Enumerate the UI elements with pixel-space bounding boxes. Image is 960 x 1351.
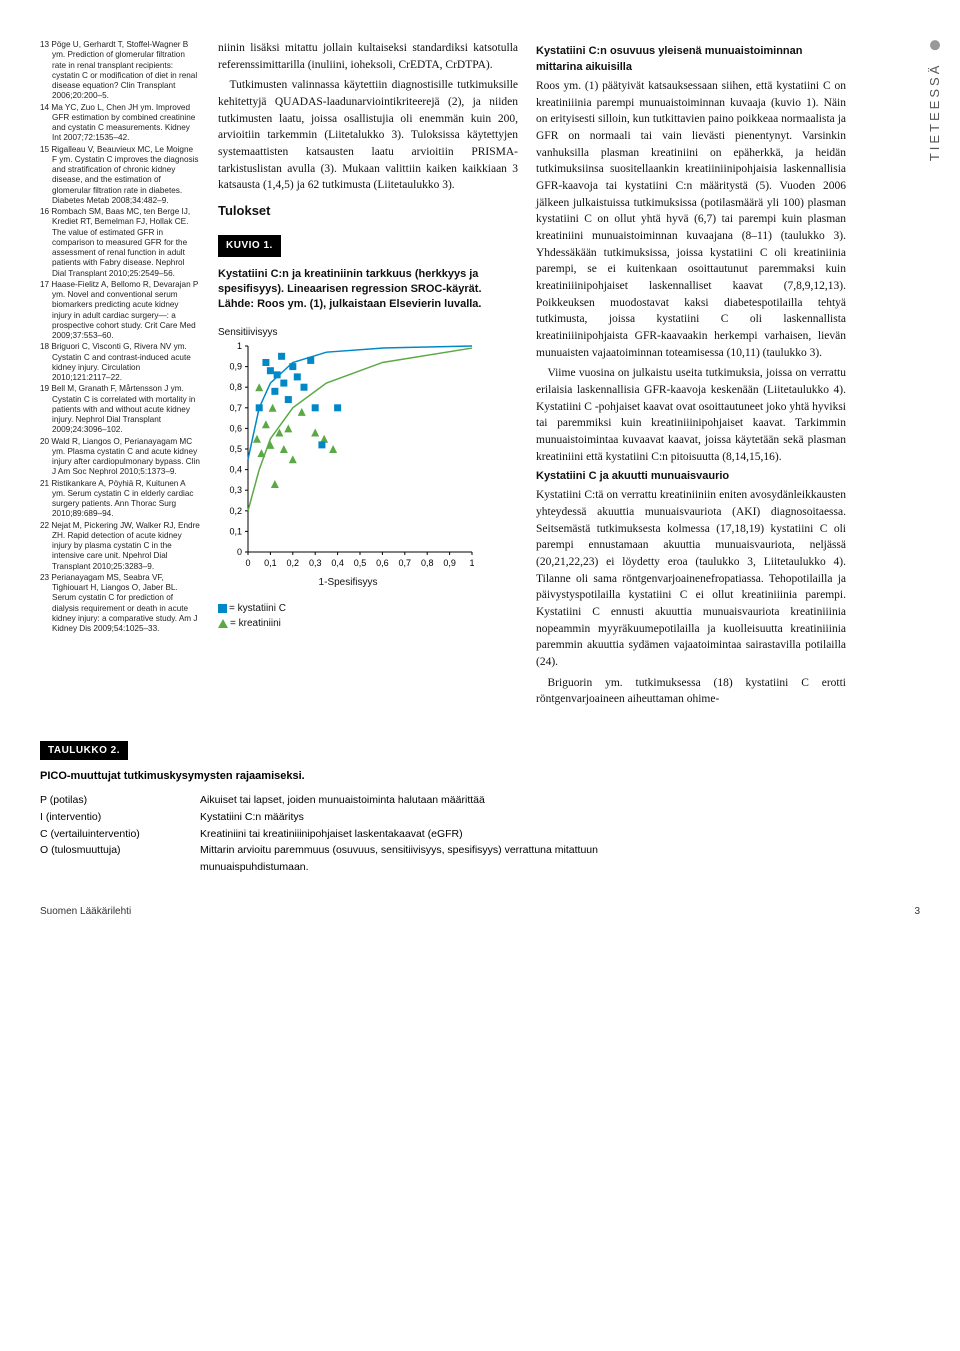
reference-item: 22 Nejat M, Pickering JW, Walker RJ, End… <box>40 521 200 572</box>
svg-text:0,6: 0,6 <box>376 558 389 568</box>
table-2: TAULUKKO 2. PICO-muuttujat tutkimuskysym… <box>40 740 690 876</box>
table-key: C (vertailuinterventio) <box>40 826 200 843</box>
para-intro: niinin lisäksi mitattu jollain kultaisek… <box>218 40 518 73</box>
svg-text:0,3: 0,3 <box>309 558 322 568</box>
table-caption: PICO-muuttujat tutkimuskysymysten rajaam… <box>40 770 690 782</box>
reference-item: 16 Rombach SM, Baas MC, ten Berge IJ, Kr… <box>40 207 200 279</box>
svg-text:0,7: 0,7 <box>229 403 242 413</box>
svg-text:1: 1 <box>469 558 474 568</box>
right-p3: Kystatiini C:tä on verrattu kreatiniinii… <box>536 487 846 670</box>
table-row: I (interventio)Kystatiini C:n määritys <box>40 809 690 826</box>
reference-item: 19 Bell M, Granath F, Mårtensson J ym. C… <box>40 384 200 435</box>
chart-plot-area: 00 0,1 0,1 0,2 0,2 0,3 0,3 0,4 0,4 0,5 0,5 0,6 0,6 0,… <box>218 342 478 572</box>
svg-text:1: 1 <box>237 342 242 351</box>
table-key: O (tulosmuuttuja) <box>40 842 200 876</box>
svg-text:0: 0 <box>245 558 250 568</box>
page-number: 3 <box>914 906 920 917</box>
chart-xlabel: 1-Spesifisyys <box>218 576 478 591</box>
svg-text:0,2: 0,2 <box>229 506 242 516</box>
svg-text:0,3: 0,3 <box>229 486 242 496</box>
svg-text:0,8: 0,8 <box>229 383 242 393</box>
svg-text:0,1: 0,1 <box>229 527 242 537</box>
results-heading: Tulokset <box>218 202 518 221</box>
reference-item: 13 Pöge U, Gerhardt T, Stoffel-Wagner B … <box>40 40 200 102</box>
svg-text:0,4: 0,4 <box>331 558 344 568</box>
right-column: Kystatiini C:n osuvuus yleisenä munuaist… <box>536 40 846 712</box>
figure-label: KUVIO 1. <box>218 235 281 258</box>
reference-item: 17 Haase-Fielitz A, Bellomo R, Devarajan… <box>40 280 200 342</box>
table-label: TAULUKKO 2. <box>40 741 128 760</box>
svg-text:0,6: 0,6 <box>229 424 242 434</box>
table-value: Kystatiini C:n määritys <box>200 809 690 826</box>
table-key: P (potilas) <box>40 792 200 809</box>
legend-cystatin: = kystatiini C <box>229 603 286 614</box>
reference-item: 15 Rigalleau V, Beauvieux MC, Le Moigne … <box>40 145 200 207</box>
figure-caption: Kystatiini C:n ja kreatiniinin tarkkuus … <box>218 267 518 312</box>
para-methods: Tutkimusten valinnassa käytettiin diagno… <box>218 77 518 194</box>
square-icon <box>218 604 227 613</box>
right-p1: Roos ym. (1) päätyivät katsauksessaan si… <box>536 78 846 361</box>
triangle-icon <box>218 619 228 628</box>
table-value: Kreatiniini tai kreatiniiinipohjaiset la… <box>200 826 690 843</box>
legend-creatinine: = kreatiniini <box>230 618 281 629</box>
chart-ylabel: Sensitiivisyys <box>218 326 518 341</box>
table-key: I (interventio) <box>40 809 200 826</box>
sroc-chart: Sensitiivisyys 00 0,1 0,1 0,2 0,2 0,3 0,3 0,4 0,… <box>218 326 518 631</box>
svg-text:0,7: 0,7 <box>399 558 412 568</box>
reference-item: 23 Perianayagam MS, Seabra VF, Tighiouar… <box>40 573 200 635</box>
svg-text:0,5: 0,5 <box>229 444 242 454</box>
reference-item: 18 Briguori C, Visconti G, Rivera NV ym.… <box>40 342 200 383</box>
svg-text:0,4: 0,4 <box>229 465 242 475</box>
center-column: niinin lisäksi mitattu jollain kultaisek… <box>218 40 518 712</box>
svg-text:0,9: 0,9 <box>229 362 242 372</box>
svg-text:0,5: 0,5 <box>354 558 367 568</box>
table-value: Mittarin arvioitu paremmuus (osuvuus, se… <box>200 842 690 876</box>
svg-text:0,8: 0,8 <box>421 558 434 568</box>
reference-item: 21 Ristikankare A, Pöyhiä R, Kuitunen A … <box>40 479 200 520</box>
table-row: O (tulosmuuttuja)Mittarin arvioitu parem… <box>40 842 690 876</box>
section-dot <box>930 40 940 50</box>
section-label: TIETEESSÄ <box>927 40 942 161</box>
svg-text:0,2: 0,2 <box>287 558 300 568</box>
subsection-heading-1: Kystatiini C:n osuvuus yleisenä munuaist… <box>536 44 846 76</box>
references-column: 13 Pöge U, Gerhardt T, Stoffel-Wagner B … <box>40 40 200 712</box>
svg-text:0: 0 <box>237 547 242 557</box>
right-p2: Viime vuosina on julkaistu useita tutkim… <box>536 365 846 465</box>
svg-text:0,1: 0,1 <box>264 558 277 568</box>
reference-item: 20 Wald R, Liangos O, Perianayagam MC ym… <box>40 437 200 478</box>
chart-legend: = kystatiini C = kreatiniini <box>218 601 518 631</box>
journal-name: Suomen Lääkärilehti <box>40 906 131 917</box>
table-value: Aikuiset tai lapset, joiden munuaistoimi… <box>200 792 690 809</box>
svg-text:0,9: 0,9 <box>443 558 456 568</box>
reference-item: 14 Ma YC, Zuo L, Chen JH ym. Improved GF… <box>40 103 200 144</box>
table-row: P (potilas)Aikuiset tai lapset, joiden m… <box>40 792 690 809</box>
page-footer: Suomen Lääkärilehti 3 <box>40 906 920 917</box>
table-row: C (vertailuinterventio)Kreatiniini tai k… <box>40 826 690 843</box>
subsection-heading-2: Kystatiini C ja akuutti munuaisvaurio <box>536 469 846 485</box>
right-p4: Briguorin ym. tutkimuksessa (18) kystati… <box>536 675 846 708</box>
figure-1: KUVIO 1. Kystatiini C:n ja kreatiniinin … <box>218 235 518 631</box>
